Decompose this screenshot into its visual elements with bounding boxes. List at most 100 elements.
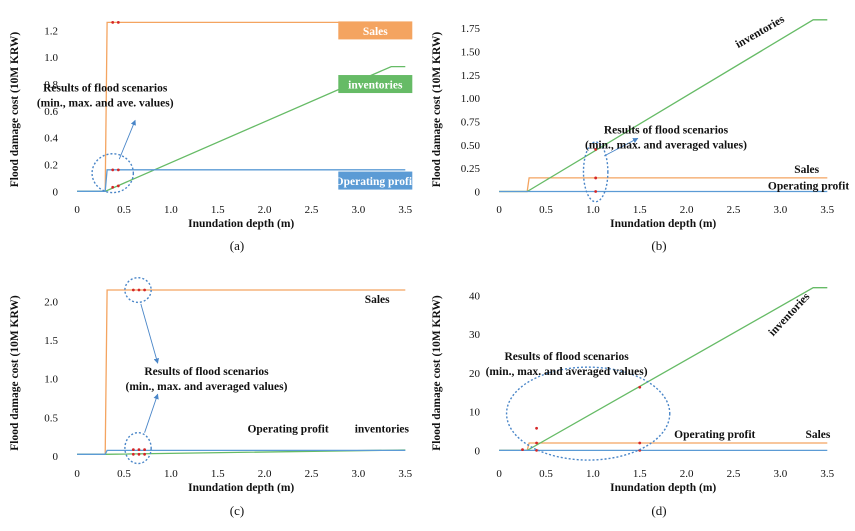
scenario-marker bbox=[594, 176, 598, 180]
x-tick-label: 0.5 bbox=[117, 204, 131, 216]
series-label-operating-profit: Operating profit bbox=[247, 424, 328, 436]
scenario-highlight-ellipse bbox=[582, 141, 609, 203]
y-tick-label: 0.8 bbox=[44, 79, 58, 91]
x-tick-label: 0.5 bbox=[539, 204, 553, 216]
x-tick-label: 1.5 bbox=[633, 468, 647, 480]
scenario-marker bbox=[111, 20, 115, 24]
panel-label: (b) bbox=[651, 238, 666, 253]
x-tick-label: 3.5 bbox=[820, 204, 834, 216]
x-tick-label: 3.5 bbox=[398, 204, 412, 216]
scenario-marker bbox=[131, 448, 135, 452]
x-tick-label: 3.0 bbox=[352, 204, 366, 216]
scenario-marker bbox=[594, 190, 598, 193]
annotation-arrow bbox=[118, 119, 136, 160]
y-tick-label: 40 bbox=[469, 290, 481, 302]
x-tick-label: 3.0 bbox=[774, 204, 788, 216]
series-label-inventories: inventories bbox=[767, 290, 813, 338]
scenario-marker bbox=[116, 184, 120, 188]
series-label-inventories: inventories bbox=[734, 13, 787, 51]
scenario-highlight-ellipse bbox=[124, 276, 152, 304]
scenario-marker bbox=[594, 148, 598, 151]
series-label-sales: Sales bbox=[794, 164, 819, 176]
series-label-inventories: inventories bbox=[355, 424, 410, 436]
x-tick-label: 1.0 bbox=[164, 204, 178, 216]
x-tick-label: 1.5 bbox=[211, 468, 225, 480]
legend-box-inventories bbox=[338, 75, 413, 94]
y-axis-label: Flood damage cost (10M KRW) bbox=[9, 32, 21, 188]
x-tick-label: 0 bbox=[496, 204, 502, 216]
x-tick-label: 1.5 bbox=[633, 204, 647, 216]
y-tick-label: 10 bbox=[469, 407, 481, 419]
y-tick-label: 0 bbox=[53, 186, 59, 198]
y-tick-label: 1.50 bbox=[461, 47, 481, 59]
series-line-inventories bbox=[499, 19, 828, 193]
x-tick-label: 2.0 bbox=[258, 204, 272, 216]
series-label-operating-profit: Operating profit bbox=[768, 181, 849, 193]
panel-label: (d) bbox=[651, 503, 666, 518]
y-tick-label: 0.50 bbox=[461, 140, 481, 152]
scenario-marker bbox=[116, 168, 120, 172]
scenario-marker bbox=[137, 288, 141, 292]
annotation-arrow bbox=[603, 137, 639, 157]
scenario-marker bbox=[535, 426, 538, 430]
series-line-operating-profit bbox=[77, 169, 406, 192]
x-tick-label: 2.5 bbox=[305, 468, 319, 480]
x-axis-label: Inundation depth (m) bbox=[188, 218, 294, 230]
annotation-text: Results of flood scenarios bbox=[144, 366, 269, 378]
y-tick-label: 0.4 bbox=[44, 133, 58, 145]
annotation-arrow bbox=[144, 393, 159, 433]
y-axis-label: Flood damage cost (10M KRW) bbox=[431, 32, 443, 188]
x-tick-label: 0 bbox=[74, 468, 80, 480]
y-tick-label: 30 bbox=[469, 329, 481, 341]
series-label-sales: Sales bbox=[365, 294, 390, 306]
y-axis-label: Flood damage cost (10M KRW) bbox=[431, 295, 443, 451]
chart-panel-d: 0 0.5 1.0 1.5 2.0 2.5 3.0 3.5 0 10 20 30 40 Inundatio… bbox=[431, 287, 835, 518]
y-tick-label: 0 bbox=[475, 186, 481, 198]
y-tick-label: 1.2 bbox=[44, 25, 58, 37]
x-tick-label: 1.0 bbox=[586, 468, 600, 480]
x-axis-label: Inundation depth (m) bbox=[610, 218, 716, 230]
scenario-marker bbox=[521, 448, 524, 452]
series-line-operating-profit bbox=[77, 449, 406, 455]
legend-box-operating-profit bbox=[338, 171, 413, 190]
y-tick-label: 0.2 bbox=[44, 159, 58, 171]
annotation-text: (min., max. and ave. values) bbox=[37, 97, 174, 109]
x-tick-label: 0.5 bbox=[539, 468, 553, 480]
scenario-highlight-ellipse bbox=[505, 366, 671, 461]
y-tick-label: 1.75 bbox=[461, 23, 481, 35]
y-tick-label: 0.75 bbox=[461, 116, 481, 128]
x-tick-label: 2.0 bbox=[258, 468, 272, 480]
y-tick-label: 0 bbox=[53, 451, 59, 463]
scenario-marker bbox=[116, 20, 120, 24]
x-tick-label: 1.0 bbox=[586, 204, 600, 216]
x-axis-label: Inundation depth (m) bbox=[188, 482, 294, 494]
x-axis-label: Inundation depth (m) bbox=[610, 482, 716, 494]
scenario-marker bbox=[131, 452, 135, 456]
scenario-highlight-ellipse bbox=[91, 153, 135, 194]
scenario-marker bbox=[137, 448, 141, 452]
scenario-marker bbox=[143, 448, 146, 452]
annotation-text: (min., max. and averaged values) bbox=[126, 381, 288, 393]
annotation-text: Results of flood scenarios bbox=[604, 125, 729, 137]
x-tick-label: 3.0 bbox=[352, 468, 366, 480]
chart-panel-b: 0 0.5 1.0 1.5 2.0 2.5 3.0 3.5 0 0.25 0.50 0.75 1.00 1… bbox=[431, 13, 849, 253]
scenario-marker bbox=[137, 452, 141, 456]
chart-panel-c: 0 0.5 1.0 1.5 2.0 2.5 3.0 3.5 0 0.5 1.0 1.5 2.0 Inund… bbox=[9, 276, 413, 518]
legend-label-sales: Sales bbox=[363, 26, 388, 38]
y-tick-label: 0 bbox=[475, 445, 481, 457]
annotation-arrow bbox=[140, 303, 159, 364]
y-tick-label: 1.0 bbox=[44, 374, 58, 386]
legend-label-operating-profit: Operating profit bbox=[335, 176, 416, 188]
y-tick-label: 0.25 bbox=[461, 163, 481, 175]
scenario-marker bbox=[638, 385, 642, 389]
y-tick-label: 0.6 bbox=[44, 106, 58, 118]
x-tick-label: 3.5 bbox=[820, 468, 834, 480]
x-tick-label: 3.0 bbox=[774, 468, 788, 480]
x-tick-label: 2.5 bbox=[305, 204, 319, 216]
x-tick-label: 1.5 bbox=[211, 204, 225, 216]
panel-label: (c) bbox=[230, 503, 244, 518]
y-tick-label: 20 bbox=[469, 368, 481, 380]
y-tick-label: 1.00 bbox=[461, 93, 481, 105]
x-tick-label: 2.0 bbox=[680, 468, 694, 480]
